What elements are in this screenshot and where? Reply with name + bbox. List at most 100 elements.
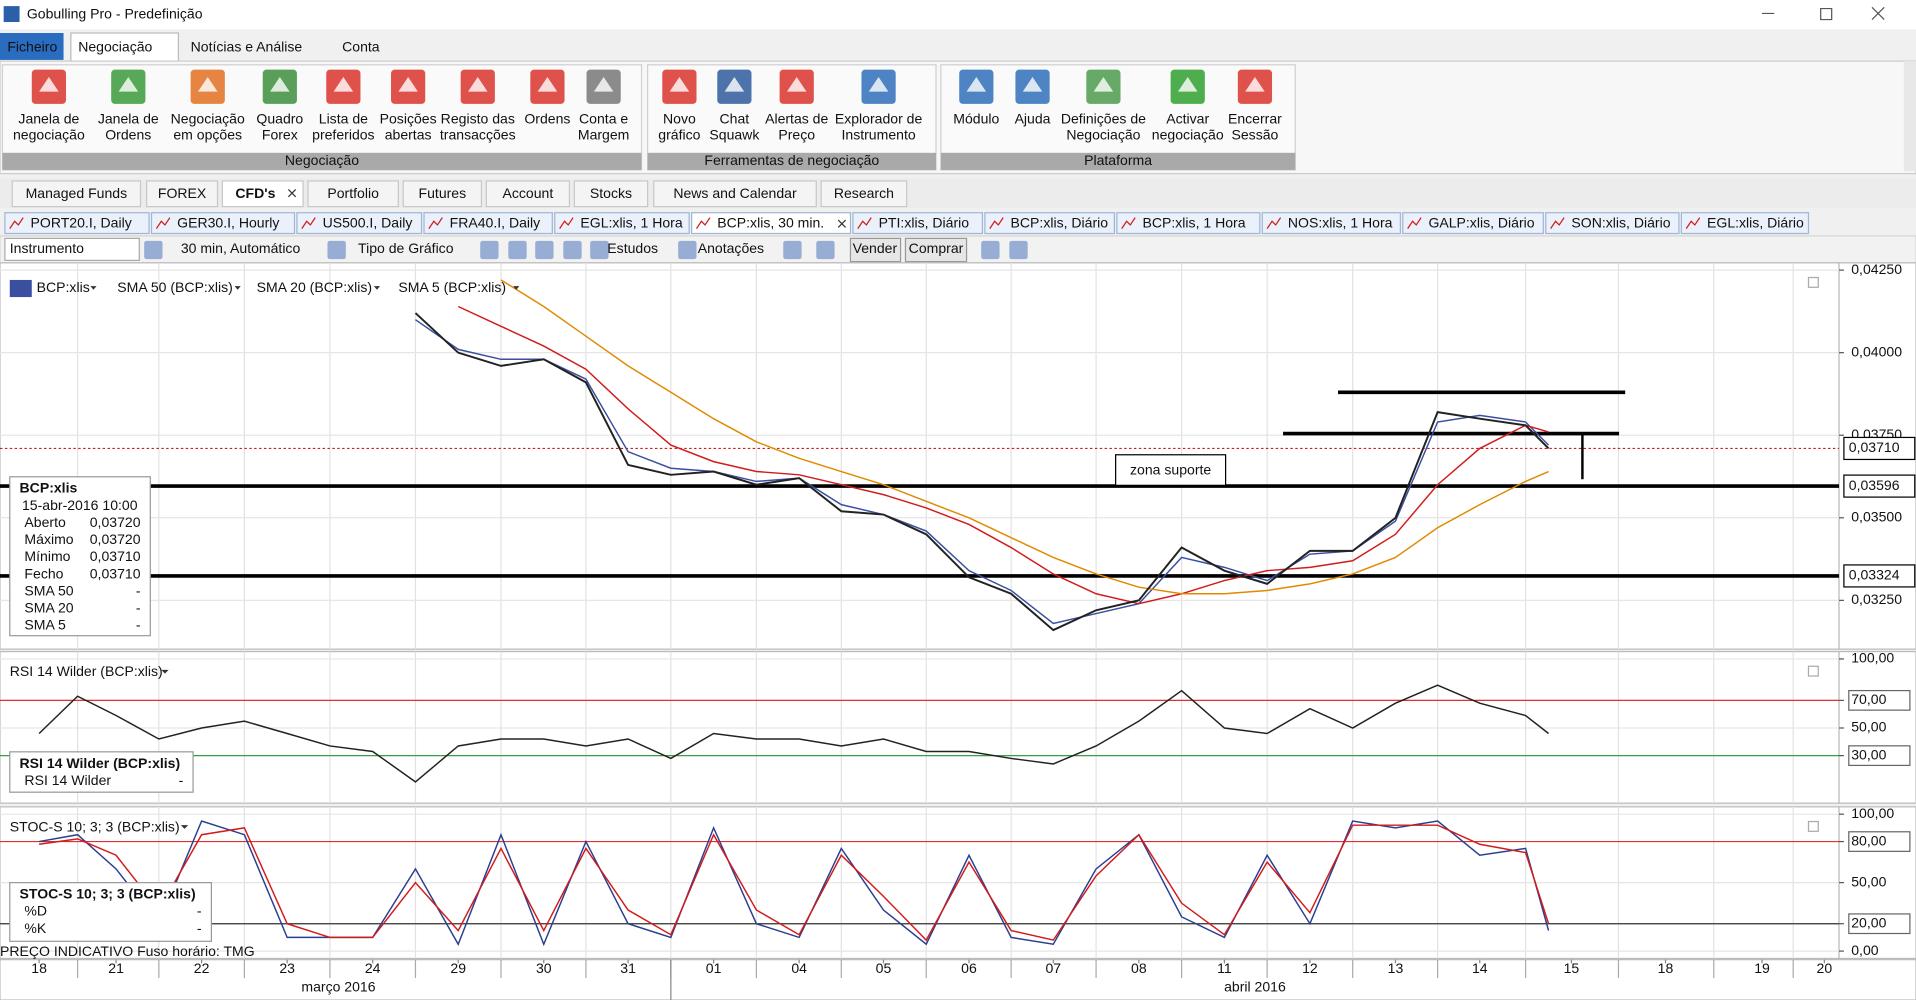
buy-label[interactable]: Comprar [909, 240, 964, 256]
ribbon-button-label[interactable]: Lista de [319, 111, 368, 127]
chart-tab[interactable] [1116, 212, 1261, 235]
workspace-tab-label[interactable]: Stocks [590, 185, 632, 201]
workspace-tab-label[interactable]: Managed Funds [26, 185, 128, 201]
ribbon-button-label[interactable]: Activar [1166, 111, 1209, 127]
ribbon-button-label[interactable]: Ajuda [1015, 111, 1051, 127]
ribbon-button-label[interactable]: Ordens [524, 111, 570, 127]
toolbar-icon[interactable] [508, 240, 527, 260]
legend-dropdown[interactable] [180, 825, 189, 829]
ribbon-button-label[interactable]: transacções [440, 126, 516, 142]
workspace-tab[interactable] [485, 180, 571, 208]
chart-tab[interactable] [423, 212, 553, 235]
ribbon-button-label[interactable]: Forex [262, 126, 298, 142]
ribbon-button-label[interactable]: Encerrar [1228, 111, 1282, 127]
legend-entry[interactable]: SMA 50 (BCP:xlis) [117, 279, 233, 295]
chart-tab-label[interactable]: PTI:xlis, Diário [879, 214, 970, 230]
ribbon-button-label[interactable]: Registo das [441, 111, 515, 127]
legend-entry[interactable]: STOC-S 10; 3; 3 (BCP:xlis) [10, 818, 180, 834]
toolbar-icon[interactable] [783, 240, 802, 260]
chart-tab-label[interactable]: EGL:xlis, 1 Hora [580, 214, 682, 230]
ribbon-button-label[interactable]: Negociação [171, 111, 245, 127]
ribbon-button-label[interactable]: Definições de [1061, 111, 1146, 127]
studies-menu[interactable]: Estudos [607, 240, 658, 256]
ribbon-button-label[interactable]: Margem [578, 126, 630, 142]
chart-tab[interactable] [1680, 212, 1810, 235]
legend-dropdown[interactable] [373, 286, 381, 290]
toolbar-icon[interactable] [327, 240, 346, 260]
ribbon-button-label[interactable]: Janela de [18, 111, 79, 127]
pane-control[interactable] [1807, 820, 1819, 832]
toolbar-icon[interactable] [144, 240, 163, 260]
toolbar-icon[interactable] [678, 240, 697, 260]
workspace-tab-label[interactable]: CFD's [235, 185, 275, 201]
chart-tab-label[interactable]: EGL:xlis, Diário [1707, 214, 1804, 230]
legend-dropdown[interactable] [513, 286, 520, 290]
ribbon-button-label[interactable]: Explorador de [835, 111, 923, 127]
ribbon-button-label[interactable]: Alertas de [765, 111, 828, 127]
chart-tab-label[interactable]: SON:xlis, Diário [1571, 214, 1670, 230]
ribbon-button-label[interactable]: Instrumento [841, 126, 915, 142]
workspace-tab[interactable] [573, 180, 649, 208]
legend-entry[interactable]: RSI 14 Wilder (BCP:xlis) [10, 663, 163, 679]
ribbon-button-label[interactable]: Janela de [98, 111, 159, 127]
workspace-tab-label[interactable]: FOREX [158, 185, 207, 201]
chart-tab-label[interactable]: FRA40.I, Daily [450, 214, 541, 230]
chart-tab-label[interactable]: BCP:xlis, 30 min. [717, 214, 824, 230]
legend-dropdown[interactable] [234, 286, 241, 290]
annotations-menu[interactable]: Anotações [698, 240, 764, 256]
menu-item[interactable]: Negociação [78, 38, 152, 54]
toolbar-icon[interactable] [590, 240, 609, 260]
ribbon-button-label[interactable]: preferidos [312, 126, 374, 142]
chart-tab[interactable] [1261, 212, 1401, 235]
legend-entry[interactable]: SMA 20 (BCP:xlis) [257, 279, 373, 295]
workspace-tab-label[interactable]: News and Calendar [673, 185, 797, 201]
menu-item[interactable]: Conta [342, 38, 380, 54]
ribbon-button-label[interactable]: Novo [663, 111, 696, 127]
chart-tab-label[interactable]: NOS:xlis, 1 Hora [1288, 214, 1393, 230]
ribbon-button-label[interactable]: abertas [385, 126, 432, 142]
workspace-tab-label[interactable]: Research [834, 185, 894, 201]
instrument-placeholder[interactable]: Instrumento [10, 240, 84, 256]
pane-control[interactable] [1807, 665, 1819, 677]
toolbar-icon[interactable] [480, 240, 499, 260]
instrument-input[interactable] [4, 237, 140, 262]
workspace-tab[interactable] [11, 180, 142, 208]
chart-tab-label[interactable]: GALP:xlis, Diário [1428, 214, 1534, 230]
workspace-tab-label[interactable]: Futures [419, 185, 467, 201]
workspace-tab-label[interactable]: Portfolio [327, 185, 379, 201]
ribbon-button-label[interactable]: Posições [380, 111, 437, 127]
ribbon-button-label[interactable]: Ordens [105, 126, 151, 142]
chart-tab-label[interactable]: BCP:xlis, 1 Hora [1143, 214, 1246, 230]
ribbon-button-label[interactable]: Módulo [953, 111, 999, 127]
chart-tab-label[interactable]: GER30.I, Hourly [177, 214, 279, 230]
workspace-tab[interactable] [221, 180, 304, 208]
ribbon-button-label[interactable]: Preço [778, 126, 815, 142]
workspace-tab[interactable] [146, 180, 219, 208]
workspace-tab[interactable] [653, 180, 817, 208]
chart-tab[interactable] [852, 212, 984, 235]
chart-tab[interactable] [1545, 212, 1680, 235]
chart-tab[interactable] [691, 212, 852, 235]
ribbon-button-label[interactable]: Squawk [709, 126, 760, 142]
ribbon-button-label[interactable]: gráfico [658, 126, 700, 142]
workspace-tab[interactable] [307, 180, 399, 208]
workspace-tab[interactable] [820, 180, 908, 208]
legend-dropdown[interactable] [161, 669, 169, 674]
chart-tab[interactable] [150, 212, 296, 235]
ribbon-button-label[interactable]: Sessão [1232, 126, 1279, 142]
sell-label[interactable]: Vender [853, 240, 898, 256]
ribbon-button-label[interactable]: negociação [1152, 126, 1224, 142]
chart-tab[interactable] [984, 212, 1116, 235]
toolbar-icon[interactable] [535, 240, 554, 260]
buy-button[interactable] [904, 237, 968, 263]
tab-close[interactable] [837, 219, 847, 228]
ribbon-button-label[interactable]: negociação [13, 126, 85, 142]
ribbon-button-label[interactable]: Negociação [1066, 126, 1140, 142]
workspace-tab[interactable] [402, 180, 483, 208]
ribbon-button-label[interactable]: Quadro [256, 111, 303, 127]
chart-tab[interactable] [296, 212, 423, 235]
chart-tab[interactable] [554, 212, 690, 235]
toolbar-icon[interactable] [1009, 240, 1028, 260]
pane-control[interactable] [1807, 276, 1819, 288]
menu-item[interactable]: Ficheiro [7, 38, 57, 54]
